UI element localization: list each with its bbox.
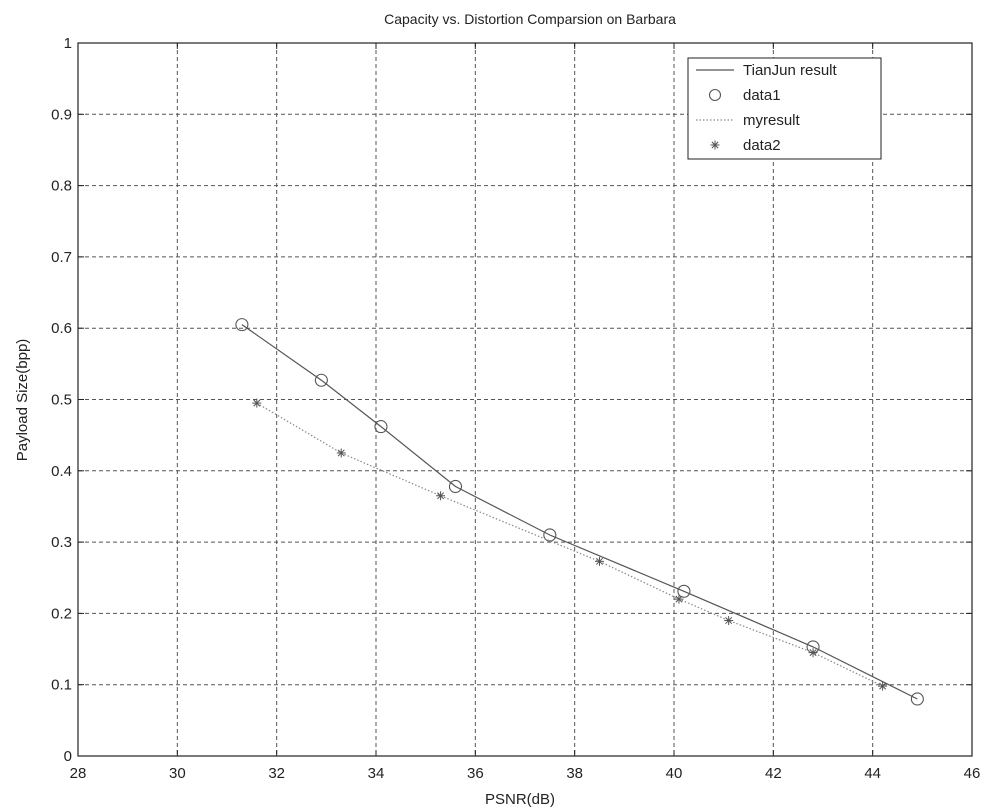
y-axis-label: Payload Size(bpp): [14, 339, 31, 462]
data-point-star: [674, 594, 684, 604]
data-point-circle: [235, 318, 249, 332]
x-tick-label: 36: [467, 765, 484, 782]
data-point-circle: [910, 692, 924, 706]
x-tick-label: 38: [566, 765, 583, 782]
data-point-star: [878, 681, 888, 691]
legend-swatch-data2: [710, 140, 720, 150]
data-point-star: [595, 556, 604, 566]
data-point-circle: [543, 528, 557, 542]
x-tick-label: 28: [70, 765, 87, 782]
x-tick-label: 46: [964, 765, 981, 782]
series-group: [235, 318, 924, 706]
y-tick-label: 0.1: [51, 677, 72, 694]
axis-ticks: 28 30 32 34 36 38 40 42 44 46 0 0.1 0.2 0.3 0.4 0.5 0.6 0…: [51, 35, 980, 782]
data-point-star: [252, 398, 262, 408]
data-point-star: [336, 448, 346, 458]
y-tick-label: 0.7: [51, 249, 72, 266]
legend-label-data1: data1: [743, 87, 781, 104]
legend-star-marker: [710, 140, 720, 150]
y-tick-label: 0.3: [51, 534, 72, 551]
x-tick-label: 42: [765, 765, 782, 782]
y-tick-label: 0.5: [51, 392, 72, 409]
data-point-circle: [374, 420, 388, 434]
legend-label-data2: data2: [743, 137, 781, 154]
legend-swatch-data1: [708, 88, 722, 102]
data-point-circle: [448, 479, 463, 494]
y-tick-label: 0: [64, 748, 72, 765]
x-axis-label: PSNR(dB): [485, 791, 555, 808]
data-point-circle: [314, 373, 328, 387]
data-point-star: [808, 648, 818, 658]
x-tick-label: 44: [864, 765, 881, 782]
data-point-star: [436, 491, 446, 501]
legend-label-myresult: myresult: [743, 112, 801, 129]
data-point-circle: [677, 584, 691, 598]
data-point-star: [724, 616, 734, 626]
series-line-0: [241, 324, 918, 700]
y-tick-label: 1: [64, 35, 72, 52]
y-tick-label: 0.8: [51, 178, 72, 195]
x-tick-label: 30: [169, 765, 186, 782]
chart-title: Capacity vs. Distortion Comparsion on Ba…: [384, 11, 676, 27]
y-tick-label: 0.4: [51, 463, 72, 480]
legend: TianJun result data1 myresult data2: [687, 57, 882, 160]
y-tick-label: 0.9: [51, 106, 72, 123]
y-tick-label: 0.6: [51, 320, 72, 337]
x-tick-label: 34: [368, 765, 385, 782]
x-tick-label: 40: [666, 765, 683, 782]
series-line-2: [256, 402, 883, 687]
y-tick-label: 0.2: [51, 605, 72, 622]
x-tick-label: 32: [268, 765, 285, 782]
legend-label-tianjun: TianJun result: [743, 62, 837, 79]
legend-box: [687, 57, 882, 160]
